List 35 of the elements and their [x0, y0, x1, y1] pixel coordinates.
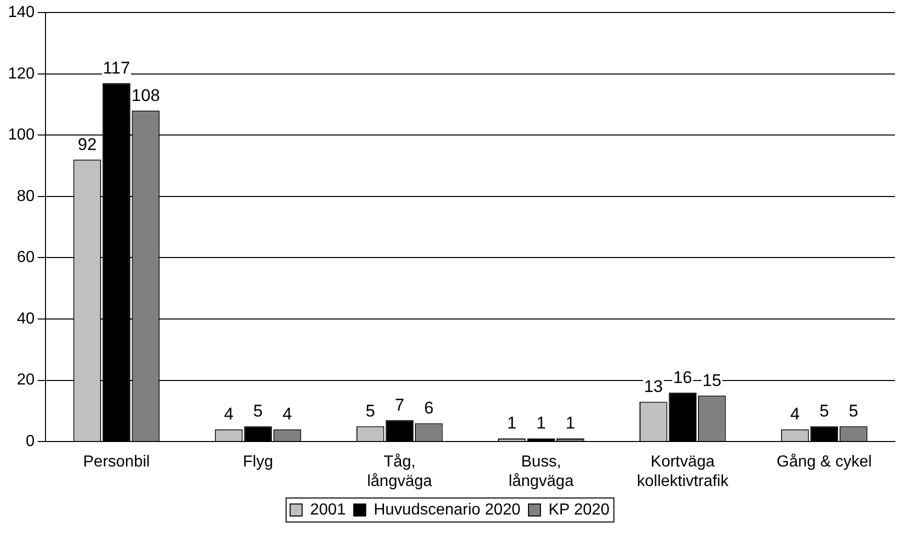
y-tick-label: 20 — [16, 372, 35, 389]
data-label: 1 — [566, 414, 576, 433]
data-label: 16 — [673, 368, 692, 387]
data-label: 5 — [848, 401, 858, 420]
data-label: 5 — [253, 401, 263, 420]
data-label: 5 — [366, 401, 376, 420]
data-label: 108 — [132, 86, 160, 105]
data-label: 6 — [424, 398, 434, 418]
y-tick-label: 100 — [8, 126, 35, 144]
legend-label: KP 2020 — [548, 501, 610, 518]
x-tick-label: Tåg, långväga — [367, 454, 432, 490]
data-label: 15 — [702, 370, 722, 390]
data-label: 117 — [102, 58, 130, 78]
y-tick-label: 120 — [8, 65, 35, 82]
y-tick-label: 0 — [26, 433, 35, 450]
data-label: 4 — [224, 404, 234, 424]
y-tick-label: 80 — [16, 188, 35, 205]
y-tick-label: 60 — [16, 249, 35, 266]
x-tick-label: Gång & cykel — [776, 454, 872, 471]
data-label: 7 — [394, 395, 404, 414]
x-tick-label: Kortväga kollektivtrafik — [636, 454, 730, 490]
data-label: 5 — [819, 401, 829, 420]
data-label: 1 — [536, 414, 546, 433]
x-tick-label: Flyg — [242, 454, 274, 471]
x-tick-label: Personbil — [83, 454, 150, 471]
data-label: 1 — [507, 414, 517, 433]
legend-label: Huvudscenario 2020 — [374, 501, 521, 518]
data-label: 4 — [790, 404, 800, 424]
y-tick-label: 40 — [16, 310, 35, 328]
y-tick-label: 140 — [8, 4, 35, 22]
data-label: 4 — [282, 404, 292, 424]
legend-label: 2001 — [310, 501, 346, 518]
data-label: 92 — [78, 134, 97, 154]
data-label: 13 — [644, 376, 663, 396]
x-tick-label: Buss, långväga — [508, 454, 574, 490]
